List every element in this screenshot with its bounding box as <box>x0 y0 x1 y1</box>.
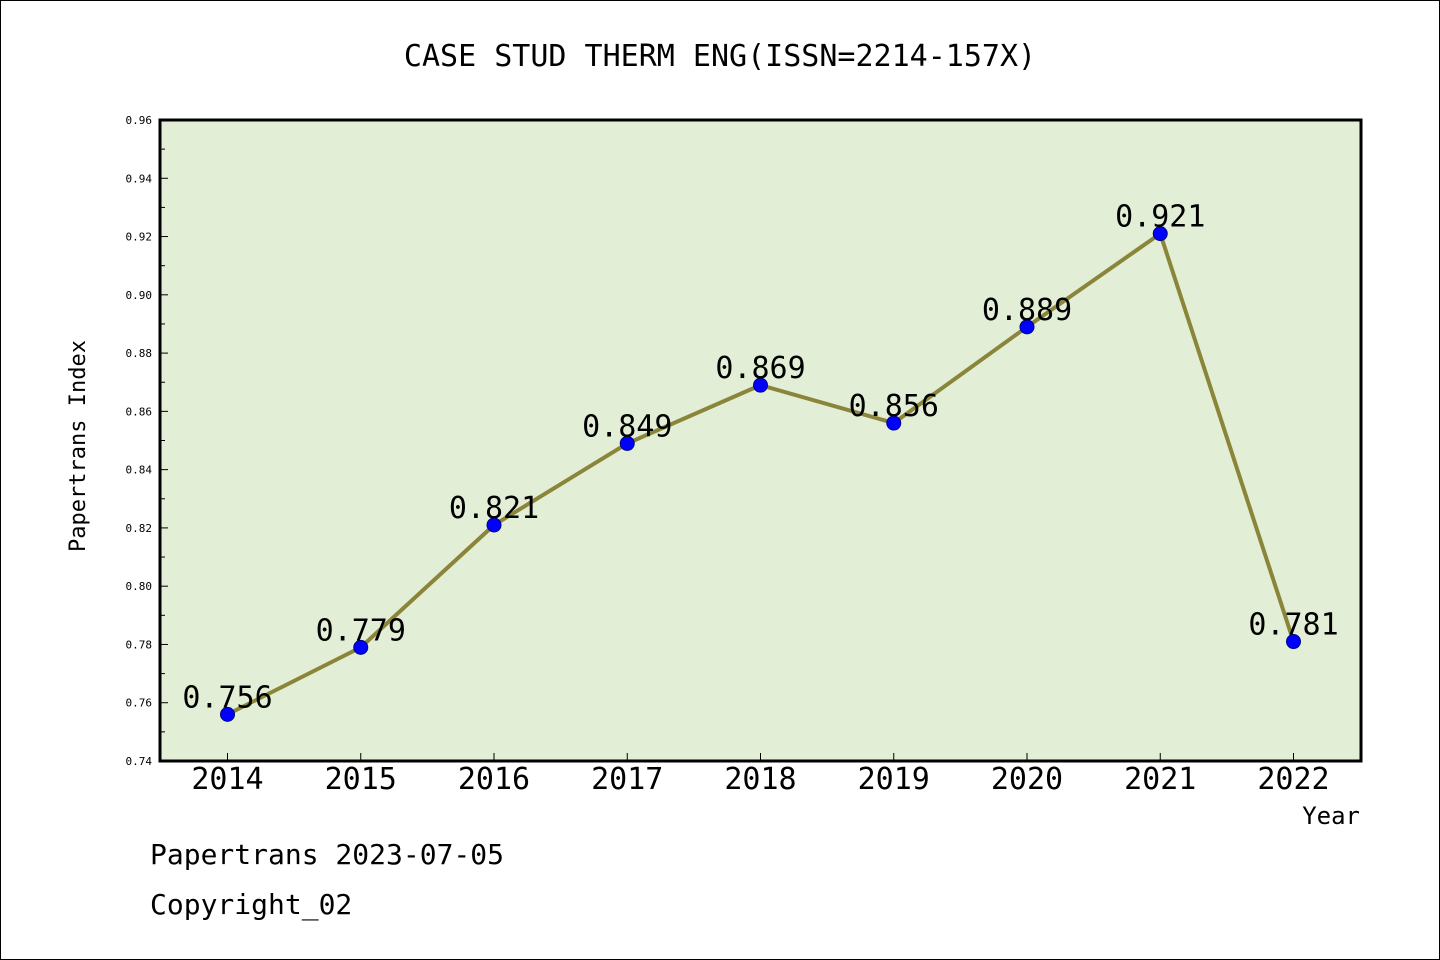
data-point <box>1019 319 1035 335</box>
chart-title: CASE STUD THERM ENG(ISSN=2214-157X) <box>404 39 1036 74</box>
data-label: 0.756 <box>182 680 272 715</box>
y-tick-label: 0.78 <box>126 638 153 651</box>
y-tick-label: 0.90 <box>126 289 153 302</box>
y-axis-label: Papertrans Index <box>66 340 91 552</box>
y-tick-label: 0.74 <box>126 755 153 768</box>
x-axis-label: Year <box>1302 802 1360 830</box>
data-label: 0.921 <box>1115 200 1205 235</box>
data-label: 0.849 <box>582 409 672 444</box>
data-point <box>619 435 635 451</box>
data-point <box>486 517 502 533</box>
y-tick-label: 0.80 <box>126 580 153 593</box>
x-tick-label: 2022 <box>1257 762 1329 797</box>
y-tick-label: 0.82 <box>126 522 153 535</box>
x-tick-label: 2015 <box>325 762 397 797</box>
y-tick-label: 0.88 <box>126 347 153 360</box>
data-label: 0.821 <box>449 491 539 526</box>
data-label: 0.779 <box>316 613 406 648</box>
footer-copyright: Copyright_02 <box>150 888 352 922</box>
footer-date: Papertrans 2023-07-05 <box>150 838 504 871</box>
y-tick-label: 0.84 <box>126 464 153 477</box>
y-tick-label: 0.76 <box>126 697 153 710</box>
data-label: 0.889 <box>982 293 1072 328</box>
x-tick-label: 2021 <box>1124 762 1196 797</box>
x-tick-label: 2017 <box>591 762 663 797</box>
y-tick-label: 0.96 <box>126 114 153 127</box>
y-tick-label: 0.86 <box>126 405 153 418</box>
y-tick-label: 0.92 <box>126 231 153 244</box>
data-label: 0.856 <box>849 389 939 424</box>
data-point <box>220 706 235 722</box>
x-tick-label: 2019 <box>858 762 930 797</box>
data-point <box>753 377 768 393</box>
data-label: 0.781 <box>1248 608 1338 643</box>
plot-border <box>158 118 1363 763</box>
x-tick-label: 2014 <box>191 762 263 797</box>
x-tick-label: 2016 <box>458 762 530 797</box>
data-label: 0.869 <box>715 351 805 386</box>
x-tick-label: 2020 <box>991 762 1063 797</box>
data-point <box>1286 634 1301 650</box>
x-tick-label: 2018 <box>724 762 796 797</box>
data-point <box>886 415 902 431</box>
y-tick-label: 0.94 <box>126 172 153 185</box>
data-point <box>353 639 369 655</box>
data-point <box>1152 226 1168 242</box>
